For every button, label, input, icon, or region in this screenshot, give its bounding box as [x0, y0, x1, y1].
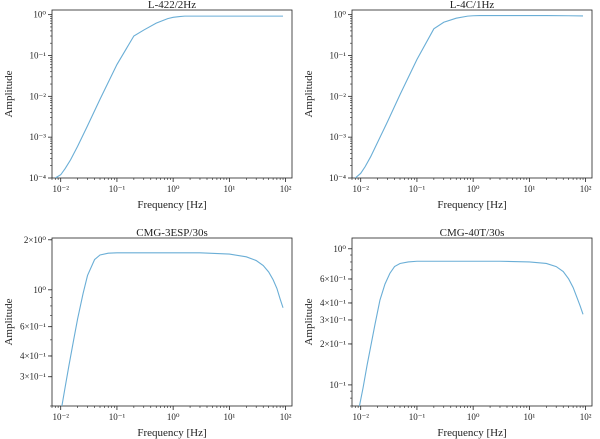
- y-axis-label: Amplitude: [303, 70, 315, 117]
- y-tick-label: 10⁻²: [30, 91, 47, 101]
- x-tick-label: 10²: [280, 412, 292, 422]
- x-tick-label: 10⁻²: [352, 184, 369, 194]
- plot-frame: [51, 9, 293, 179]
- series-line-1: [54, 15, 284, 178]
- x-tick-label: 10²: [580, 412, 592, 422]
- x-tick-label: 10¹: [524, 184, 536, 194]
- x-tick-label: 10⁻²: [352, 412, 369, 422]
- x-tick-label: 10⁻¹: [409, 184, 426, 194]
- y-tick-label: 10⁰: [333, 10, 346, 20]
- y-tick-label: 10⁻²: [330, 91, 347, 101]
- y-tick-label: 4×10⁻¹: [320, 298, 346, 308]
- x-axis-label: Frequency [Hz]: [137, 427, 206, 439]
- chart-title: CMG-3ESP/30s: [136, 227, 208, 239]
- x-tick-label: 10⁰: [467, 184, 480, 194]
- y-tick-label: 10⁻¹: [330, 50, 347, 60]
- x-tick-label: 10⁰: [167, 184, 180, 194]
- y-tick-label: 10⁻⁴: [29, 173, 46, 183]
- y-tick-label: 3×10⁻¹: [320, 315, 346, 325]
- y-axis-label: Amplitude: [3, 70, 15, 117]
- y-tick-label: 2×10⁰: [24, 235, 47, 245]
- plot-frame: [351, 9, 593, 179]
- x-tick-label: 10⁻²: [52, 184, 69, 194]
- series-line-1: [358, 260, 584, 406]
- chart-panel-2: 10⁻² 10⁻¹ 10⁰ 10¹ 10² 10⁻⁴ 10⁻³ 10⁻² 10⁻¹ 10⁰ L-4C…: [303, 0, 593, 211]
- y-tick-label: 10⁻¹: [30, 50, 47, 60]
- x-axis-label: Frequency [Hz]: [137, 199, 206, 211]
- y-tick-label: 6×10⁻¹: [320, 274, 346, 284]
- plot-frame: [351, 237, 593, 407]
- chart-title: L-4C/1Hz: [450, 0, 495, 11]
- y-tick-label: 2×10⁻¹: [320, 339, 346, 349]
- x-tick-label: 10²: [580, 184, 592, 194]
- x-tick-label: 10¹: [524, 412, 536, 422]
- y-axis-label: Amplitude: [303, 298, 315, 345]
- x-tick-label: 10⁻¹: [109, 184, 126, 194]
- chart-panel-1: 10⁻² 10⁻¹ 10⁰ 10¹ 10² 10⁻⁴ 10⁻³ 10⁻² 10⁻¹ 10⁰ L-42…: [3, 0, 293, 211]
- y-tick-label: 10⁰: [333, 244, 346, 254]
- chart-title: L-422/2Hz: [148, 0, 196, 11]
- x-tick-label: 10²: [280, 184, 292, 194]
- x-tick-label: 10¹: [224, 412, 236, 422]
- y-tick-label: 10⁰: [33, 285, 46, 295]
- y-tick-label: 3×10⁻¹: [20, 372, 46, 382]
- y-tick-label: 4×10⁻¹: [20, 351, 46, 361]
- y-tick-label: 10⁻³: [30, 132, 47, 142]
- x-tick-label: 10⁻¹: [109, 412, 126, 422]
- x-tick-label: 10⁻²: [52, 412, 69, 422]
- x-axis-label: Frequency [Hz]: [437, 199, 506, 211]
- plot-frame: [51, 237, 293, 407]
- x-tick-label: 10⁰: [167, 412, 180, 422]
- x-axis-label: Frequency [Hz]: [437, 427, 506, 439]
- x-tick-label: 10⁻¹: [409, 412, 426, 422]
- y-tick-label: 6×10⁻¹: [20, 322, 46, 332]
- chart-title: CMG-40T/30s: [440, 227, 505, 239]
- chart-panel-3: 10⁻² 10⁻¹ 10⁰ 10¹ 10² 3×10⁻¹ 4×10⁻¹ 6×10⁻¹ 10⁰ 2×…: [3, 227, 293, 439]
- x-tick-label: 10¹: [224, 184, 236, 194]
- y-tick-label: 10⁰: [33, 10, 46, 20]
- series-line-1: [354, 15, 584, 178]
- y-tick-label: 10⁻⁴: [329, 173, 346, 183]
- y-tick-label: 10⁻³: [330, 132, 347, 142]
- chart-panel-4: 10⁻² 10⁻¹ 10⁰ 10¹ 10² 10⁻¹ 2×10⁻¹ 3×10⁻¹ 4×10⁻¹ 6…: [303, 227, 593, 439]
- y-tick-label: 10⁻¹: [330, 380, 347, 390]
- y-axis-label: Amplitude: [3, 298, 15, 345]
- x-tick-label: 10⁰: [467, 412, 480, 422]
- series-line-1: [61, 252, 284, 406]
